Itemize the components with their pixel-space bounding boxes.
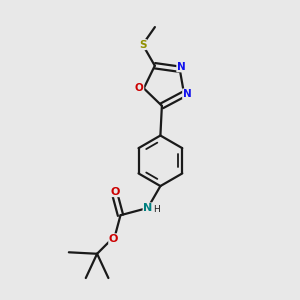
Text: S: S (139, 40, 146, 50)
Text: O: O (109, 234, 118, 244)
Text: N: N (177, 62, 186, 72)
Text: H: H (153, 205, 160, 214)
Text: N: N (183, 89, 191, 99)
Text: O: O (135, 83, 144, 93)
Text: O: O (110, 187, 120, 196)
Text: N: N (143, 203, 152, 213)
